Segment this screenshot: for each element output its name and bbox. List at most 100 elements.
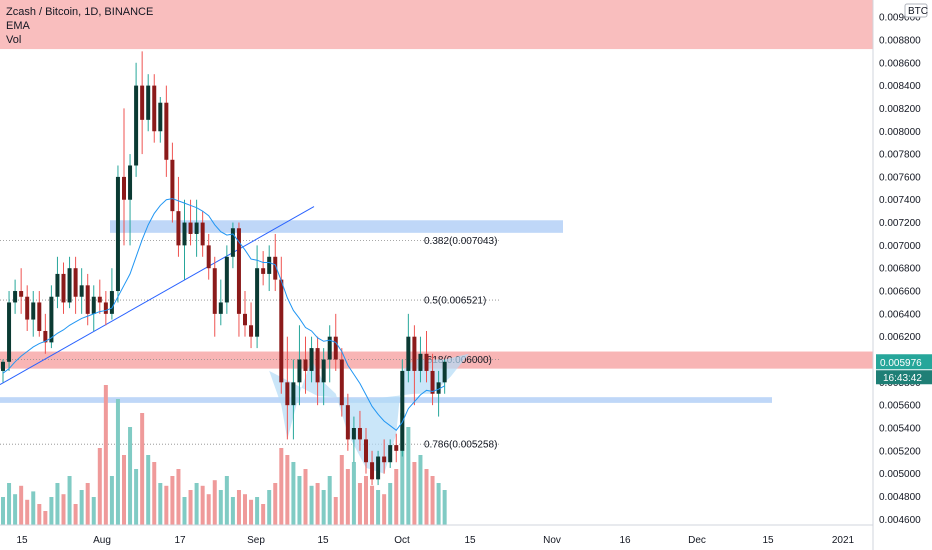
volume-bar — [436, 483, 441, 525]
x-tick-label: Dec — [688, 535, 706, 546]
candle-body — [243, 313, 247, 326]
candle-body — [1, 361, 5, 371]
y-tick-label: 0.008200 — [879, 104, 921, 115]
candle-body — [140, 85, 145, 120]
volume-bar — [418, 455, 423, 525]
volume-bar — [370, 485, 375, 525]
candle-body — [122, 176, 126, 200]
price-tag — [876, 354, 932, 370]
candle-body — [61, 273, 66, 303]
candle-body — [55, 273, 60, 297]
y-tick-label: 0.005600 — [879, 401, 921, 412]
volume-bar — [49, 497, 54, 525]
fib-label: 0.382(0.007043) — [424, 236, 497, 247]
vol-label: Vol — [6, 34, 22, 46]
candle-body — [285, 382, 290, 406]
volume-bar — [339, 455, 344, 525]
volume-bar — [170, 476, 175, 525]
symbol-title: Zcash / Bitcoin, 1D, BINANCE — [6, 6, 154, 18]
volume-bar — [327, 476, 332, 525]
y-tick-label: 0.008400 — [879, 81, 921, 92]
candle-body — [212, 268, 217, 314]
volume-bar — [128, 427, 133, 525]
volume-bar — [55, 483, 60, 525]
currency-badge — [904, 3, 928, 18]
candle-body — [49, 296, 54, 343]
candle-body — [19, 291, 24, 297]
trendline — [0, 206, 315, 386]
y-tick-label: 0.005200 — [879, 446, 921, 457]
volume-bar — [357, 483, 362, 525]
candle-body — [188, 222, 193, 234]
candle-body — [182, 222, 187, 246]
candle-body — [73, 268, 78, 297]
candle-body — [430, 370, 435, 394]
candle-body — [267, 256, 272, 274]
volume-bar — [200, 485, 205, 525]
volume-bar — [79, 490, 84, 525]
candle-body — [424, 353, 429, 371]
volume-bar — [194, 483, 199, 525]
y-tick-label: 0.007200 — [879, 218, 921, 229]
volume-bar — [97, 448, 102, 525]
price-axis — [873, 0, 932, 550]
candle-body — [164, 102, 169, 160]
volume-bar — [103, 385, 108, 525]
volume-bar — [85, 483, 90, 525]
volume-bar — [218, 490, 223, 525]
candle-body — [400, 370, 405, 451]
volume-bar — [158, 483, 163, 525]
y-tick-label: 0.008000 — [879, 127, 921, 138]
candle-body — [291, 382, 296, 406]
volume-bar — [164, 485, 169, 525]
candle-body — [339, 359, 344, 406]
candle-body — [364, 439, 368, 463]
candle-body — [224, 256, 229, 303]
ema-label: EMA — [6, 20, 30, 32]
volume-bar — [182, 497, 187, 525]
candle-body — [309, 348, 314, 371]
volume-bar — [25, 499, 30, 525]
candle-body — [103, 302, 108, 314]
y-tick-label: 0.004800 — [879, 492, 921, 503]
currency-badge-label: BTC — [908, 6, 928, 17]
volume-bar — [37, 504, 42, 525]
candle-body — [146, 85, 151, 120]
volume-bar — [345, 469, 350, 525]
candle-body — [279, 279, 284, 383]
volume-bar — [152, 462, 157, 525]
candle-body — [31, 302, 36, 320]
candle-body — [370, 462, 375, 480]
volume-bar — [279, 448, 284, 525]
volume-bar — [230, 497, 235, 525]
volume-bar — [1, 497, 5, 525]
candle-body — [176, 211, 181, 246]
x-tick-label: Nov — [543, 535, 561, 546]
volume-bar — [7, 483, 12, 525]
volume-bar — [146, 455, 151, 525]
candle-body — [273, 256, 278, 280]
volume-bar — [31, 491, 36, 525]
candle-body — [91, 296, 96, 314]
y-tick-label: 0.006800 — [879, 264, 921, 275]
volume-bar — [364, 476, 368, 525]
x-tick-label: 17 — [174, 535, 186, 546]
volume-bar — [303, 469, 308, 525]
volume-bar — [206, 494, 211, 525]
volume-bar — [91, 497, 96, 525]
countdown-tag — [876, 370, 932, 385]
volume-bar — [67, 476, 72, 525]
volume-bar — [394, 469, 399, 525]
volume-bar — [267, 490, 272, 525]
volume-bar — [43, 511, 48, 525]
volume-bar — [351, 462, 356, 525]
candle-body — [67, 268, 72, 303]
candle-body — [97, 296, 102, 303]
candle-body — [43, 330, 48, 343]
volume-bar — [249, 499, 254, 525]
candle-body — [236, 228, 241, 314]
candle-body — [249, 325, 254, 337]
candle-body — [321, 359, 326, 383]
volume-bar — [333, 497, 338, 525]
x-tick-label: 15 — [16, 535, 28, 546]
